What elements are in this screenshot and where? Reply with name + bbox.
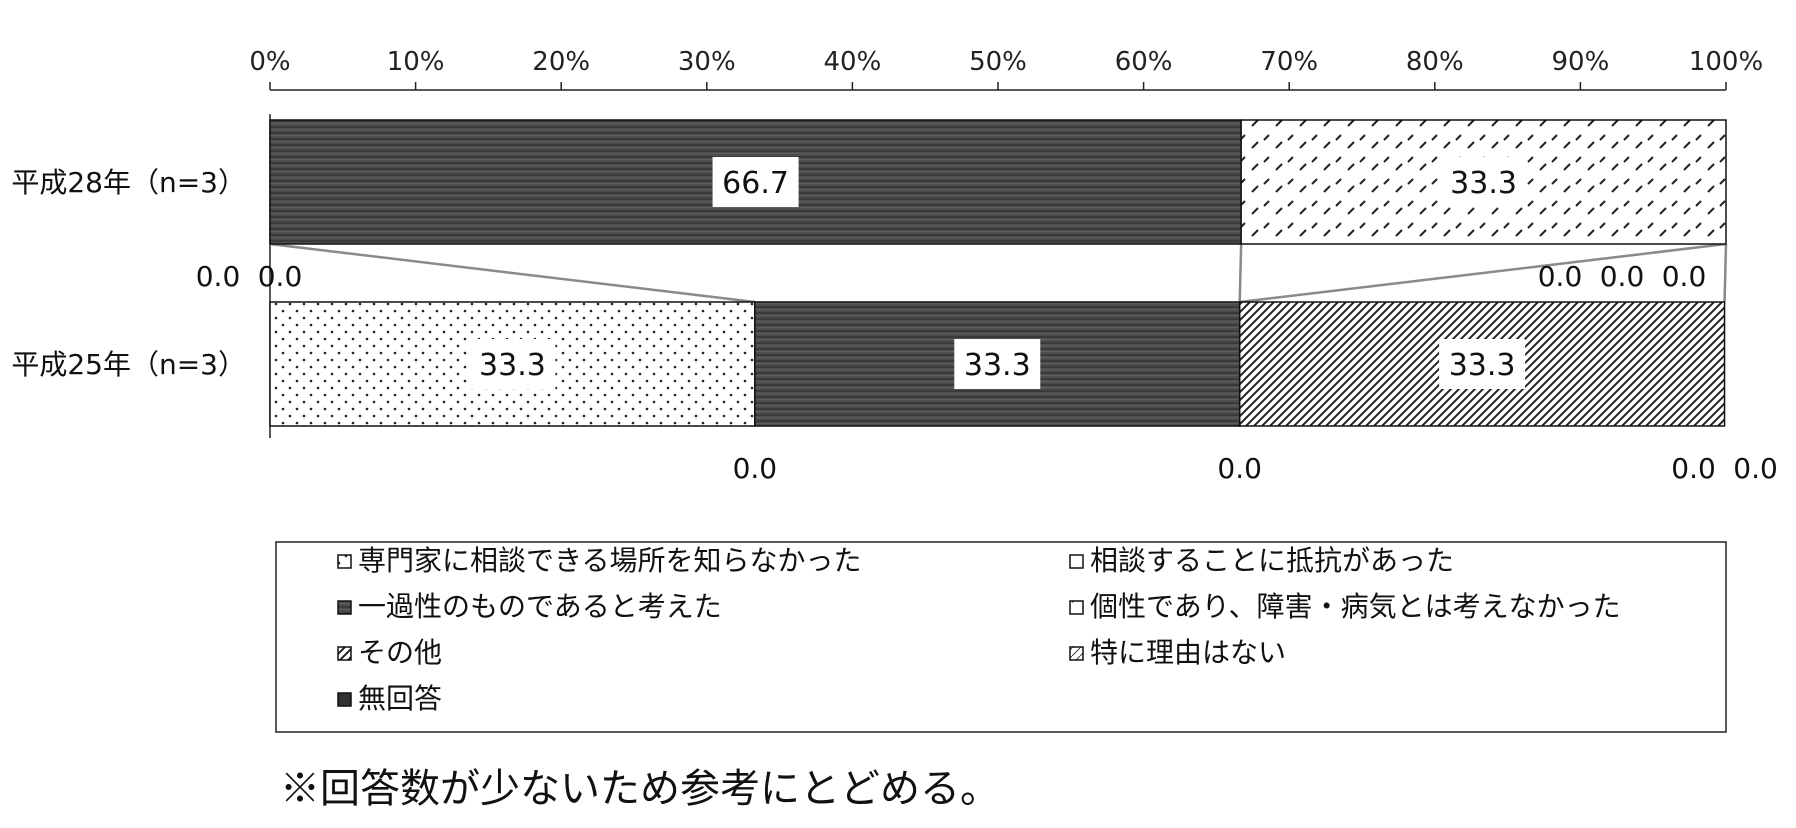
footnote: ※回答数が少ないため参考にとどめる。 — [280, 766, 1000, 812]
x-tick-label: 0% — [249, 47, 290, 77]
data-label: 33.3 — [964, 348, 1031, 383]
x-tick-label: 10% — [387, 47, 445, 77]
legend-swatch — [337, 692, 352, 707]
legend-swatch — [1069, 646, 1084, 661]
x-tick-label: 90% — [1552, 47, 1610, 77]
legend-label: 専門家に相談できる場所を知らなかった — [358, 544, 861, 577]
data-label: 0.0 — [1217, 452, 1262, 485]
legend-label: 特に理由はない — [1090, 636, 1286, 669]
data-label: 0.0 — [196, 260, 241, 293]
legend-label: その他 — [358, 636, 442, 669]
series-connector-line — [1723, 243, 1728, 303]
x-tick-label: 50% — [969, 47, 1027, 77]
series-connector-line — [1238, 243, 1243, 303]
data-label: 0.0 — [733, 452, 778, 485]
data-label-box — [712, 157, 799, 207]
legend-label: 個性であり、障害・病気とは考えなかった — [1090, 590, 1621, 623]
legend-swatch — [1069, 600, 1084, 615]
category-labels: 平成28年（n=3） 平成25年（n=3） — [11, 166, 246, 381]
series-connector-line — [269, 242, 755, 304]
data-label-box — [1440, 157, 1527, 207]
data-label: 0.0 — [1600, 260, 1645, 293]
data-label: 0.0 — [258, 260, 303, 293]
x-tick-label: 60% — [1115, 47, 1173, 77]
legend-label: 無回答 — [358, 682, 442, 715]
legend-swatch — [1069, 554, 1084, 569]
legend-swatch — [337, 554, 352, 569]
series-connectors — [269, 242, 1728, 304]
x-tick-label: 20% — [532, 47, 590, 77]
x-axis: 0% 10% 20% 30% 40% 50% 60% 70% 80% 90% 100% — [249, 47, 1763, 438]
data-label-box — [1439, 339, 1526, 389]
data-label: 33.3 — [1449, 348, 1516, 383]
data-label: 0.0 — [1662, 260, 1707, 293]
data-label-box — [954, 339, 1041, 389]
x-tick-label: 30% — [678, 47, 736, 77]
data-label: 0.0 — [1671, 452, 1716, 485]
x-tick-label: 100% — [1689, 47, 1763, 77]
data-label: 0.0 — [1538, 260, 1583, 293]
data-label: 66.7 — [722, 166, 789, 201]
data-label-box — [469, 339, 556, 389]
legend-label: 一過性のものであると考えた — [358, 590, 722, 623]
x-tick-label: 70% — [1260, 47, 1318, 77]
data-label: 0.0 — [1733, 452, 1778, 485]
x-tick-label: 40% — [824, 47, 882, 77]
data-label: 33.3 — [479, 348, 546, 383]
legend-box — [275, 541, 1727, 733]
x-tick-label: 80% — [1406, 47, 1464, 77]
data-label: 33.3 — [1450, 166, 1517, 201]
category-label: 平成28年（n=3） — [11, 166, 246, 199]
stacked-bar-chart: 0% 10% 20% 30% 40% 50% 60% 70% 80% 90% 100% 66.7 33… — [11, 47, 1778, 733]
category-label: 平成25年（n=3） — [11, 348, 246, 381]
legend-swatch — [337, 646, 352, 661]
data-labels: 66.7 33.3 33.3 33.3 33.3 0.0 0.0 0.0 0.0 0.0 0.0 0.… — [196, 157, 1778, 485]
legend-swatch — [337, 600, 352, 615]
legend-label: 相談することに抵抗があった — [1090, 544, 1454, 577]
legend: 専門家に相談できる場所を知らなかった 相談することに抵抗があった一過性のものである… — [275, 541, 1727, 733]
series-connector-line — [1239, 242, 1727, 304]
